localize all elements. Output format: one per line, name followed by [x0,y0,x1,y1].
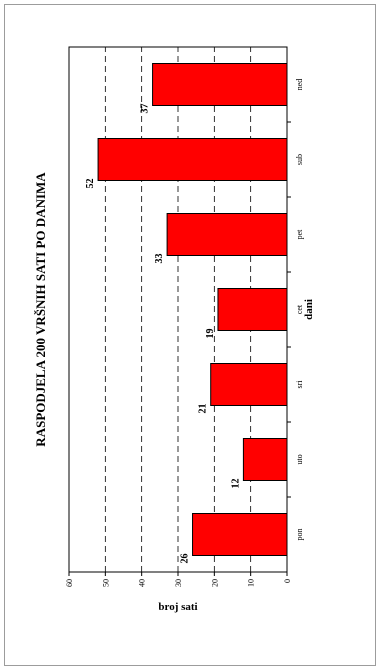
data-label-cet: 19 [205,329,216,339]
chart-title: RASPODJELA 200 VRŠNIH SATI PO DANIMA [33,172,48,447]
x-tick-label-pet: pet [295,229,304,240]
data-label-sub: 52 [85,179,96,189]
y-tick-label: 30 [174,579,183,587]
x-axis-label: dani [303,299,315,320]
bar-uto [242,438,288,481]
y-tick-label: 20 [210,579,219,587]
page-frame [4,4,376,666]
y-tick-label: 50 [101,579,110,587]
data-label-pon: 26 [180,554,191,564]
data-label-pet: 33 [154,254,165,264]
y-tick-label: 0 [283,579,292,583]
data-label-uto: 12 [230,479,241,489]
x-tick-label-uto: uto [295,454,304,464]
x-tick-label-sri: sri [295,380,304,389]
bar-sri [210,363,288,406]
x-tick-label-ned: ned [295,79,304,91]
bar-sub [97,138,288,181]
y-tick-label: 60 [65,579,74,587]
x-tick-label-cet: cet [295,304,304,314]
y-tick-label: 40 [138,579,147,587]
bar-ned [152,63,288,106]
x-tick-label-sub: sub [295,154,304,165]
bar-cet [217,288,288,331]
bar-pet [166,213,288,256]
data-label-ned: 37 [140,104,151,114]
x-tick-label-pon: pon [295,529,304,541]
y-tick-label: 10 [247,579,256,587]
bar-pon [192,513,288,556]
data-label-sri: 21 [198,404,209,414]
y-axis-label: broj sati [158,601,197,613]
